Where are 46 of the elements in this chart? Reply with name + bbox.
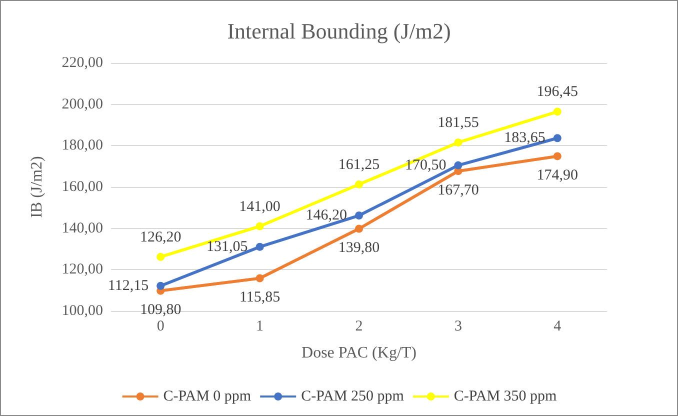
data-label: 131,05: [206, 238, 248, 255]
data-label: 183,65: [504, 130, 546, 146]
y-tick-label: 160,00: [62, 179, 103, 195]
y-tick-label: 180,00: [62, 138, 103, 154]
data-label: 141,00: [239, 198, 280, 215]
point: [355, 212, 363, 220]
data-label: 139,80: [338, 240, 380, 256]
point: [454, 161, 462, 170]
x-tick-label: 2: [355, 318, 363, 334]
y-tick-label: 120,00: [62, 262, 103, 278]
data-label: 161,25: [338, 156, 380, 173]
data-label: 174,90: [536, 168, 578, 184]
legend-label: C-PAM 350 ppm: [454, 388, 558, 404]
y-tick-label: 200,00: [62, 96, 103, 112]
point: [355, 224, 363, 233]
y-tick-label: 100,00: [62, 303, 103, 319]
data-label: 170,50: [404, 157, 446, 174]
x-tick-label: 4: [554, 318, 562, 334]
data-label: 126,20: [140, 229, 182, 246]
point: [553, 108, 562, 116]
data-label: 112,15: [108, 278, 149, 294]
y-tick-label: 140,00: [62, 220, 103, 236]
point: [256, 222, 264, 230]
x-axis-title: Dose PAC (Kg/T): [302, 344, 416, 362]
legend-label: C-PAM 0 ppm: [163, 388, 252, 404]
point: [553, 134, 562, 142]
data-label: 109,80: [140, 302, 182, 318]
point: [156, 252, 165, 261]
data-label: 181,55: [438, 114, 479, 131]
data-label: 115,85: [239, 290, 280, 306]
legend-label: C-PAM 250 ppm: [301, 388, 404, 404]
data-label: 196,45: [536, 84, 578, 100]
point: [355, 180, 363, 188]
point: [156, 282, 165, 290]
point: [256, 242, 264, 251]
x-tick-label: 0: [156, 318, 164, 334]
y-tick-label: 220,00: [62, 55, 103, 71]
data-label: 167,70: [438, 182, 479, 199]
chart-title: Internal Bounding (J/m2): [227, 18, 451, 44]
point: [553, 152, 562, 160]
data-label: 146,20: [306, 208, 347, 224]
point: [454, 138, 462, 146]
x-tick-label: 3: [454, 318, 462, 334]
y-axis-title: IB (J/m2): [28, 156, 46, 218]
x-tick-label: 1: [256, 318, 264, 334]
point: [256, 274, 264, 282]
